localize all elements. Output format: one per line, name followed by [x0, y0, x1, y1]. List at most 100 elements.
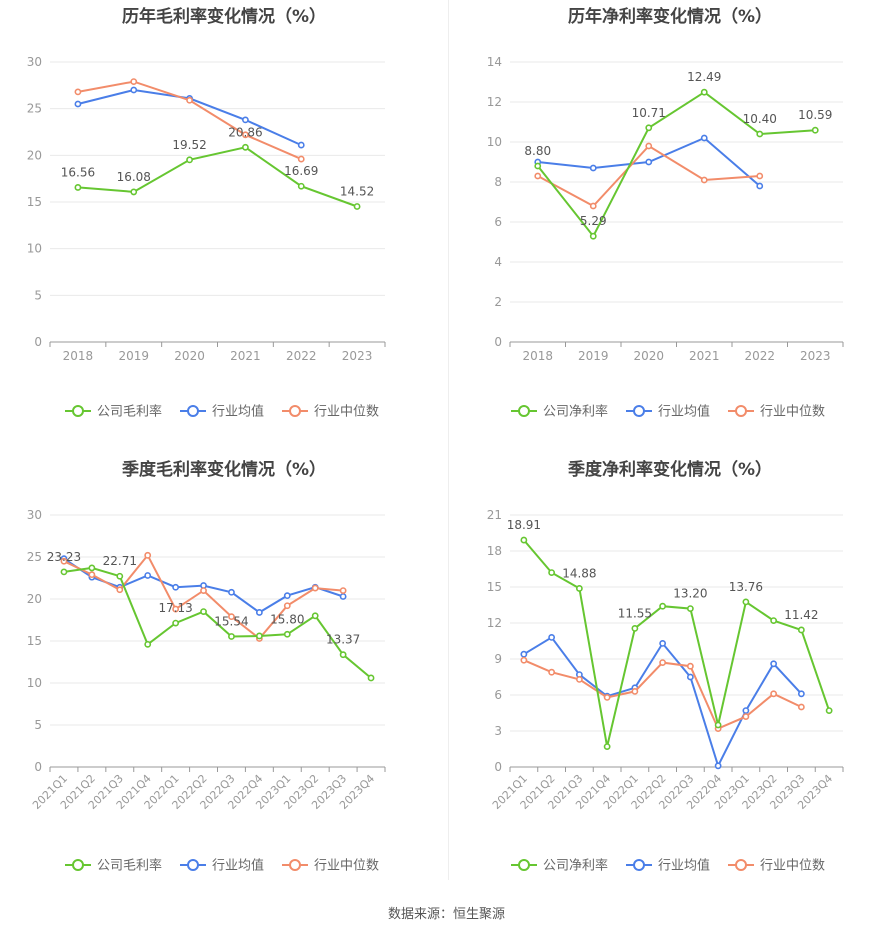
x-tick-label: 2021 [230, 349, 261, 363]
data-label: 16.08 [117, 170, 151, 184]
data-point [186, 156, 193, 164]
legend-label: 行业中位数 [314, 405, 379, 420]
data-label: 5.29 [580, 214, 607, 228]
legend-marker [518, 859, 530, 871]
data-label: 23.23 [47, 550, 81, 564]
data-point [700, 88, 708, 96]
y-tick-label: 12 [487, 95, 502, 109]
data-point [297, 155, 305, 163]
data-point [603, 694, 611, 701]
data-label: 14.52 [340, 184, 374, 198]
legend-item-industry_avg[interactable]: 行业均值 [180, 858, 264, 874]
legend-marker [633, 859, 645, 871]
legend-label: 行业均值 [212, 858, 264, 874]
y-tick-label: 15 [27, 634, 42, 648]
data-point [297, 182, 305, 190]
data-point [659, 602, 667, 610]
data-point [534, 162, 542, 170]
series-company: 18.91 14.88 11.55 13.20 13.76 11.42 [507, 518, 833, 750]
data-point [116, 572, 124, 580]
data-point [756, 172, 764, 180]
legend-item-industry_avg[interactable]: 行业均值 [626, 404, 710, 420]
data-point [130, 188, 138, 196]
data-label: 14.88 [562, 566, 596, 580]
y-tick-label: 6 [494, 688, 502, 702]
legend-item-company[interactable]: 公司净利率 [511, 404, 608, 420]
data-point [534, 172, 542, 180]
legend-label: 公司净利率 [543, 404, 608, 420]
x-tick-label: 2020 [174, 349, 205, 363]
data-point [770, 617, 778, 624]
data-point [631, 625, 639, 632]
legend-item-company[interactable]: 公司净利率 [511, 858, 608, 874]
data-point [283, 602, 291, 610]
data-point [283, 592, 291, 600]
data-point [686, 605, 694, 612]
legend-item-industry_avg[interactable]: 行业均值 [180, 404, 264, 420]
data-point [172, 583, 180, 591]
legend-item-industry_avg[interactable]: 行业均值 [626, 858, 710, 874]
data-point [311, 584, 319, 592]
data-label: 10.59 [798, 108, 832, 122]
series-industry_median [74, 78, 305, 163]
legend-marker [187, 405, 199, 417]
y-tick-label: 10 [27, 242, 42, 256]
y-tick-label: 0 [494, 760, 502, 774]
chart-quarterly-gross: 季度毛利率变化情况（%）0510152025302021Q12021Q22021… [27, 459, 386, 874]
legend-marker [735, 859, 747, 871]
legend-item-industry_median[interactable]: 行业中位数 [728, 859, 825, 874]
data-point [144, 551, 152, 559]
data-point [548, 668, 556, 676]
data-point [520, 536, 528, 544]
data-point [88, 564, 96, 572]
legend-label: 公司毛利率 [97, 404, 162, 420]
series-company: 8.80 5.29 10.71 12.49 10.40 10.59 [524, 70, 832, 240]
data-point [353, 203, 361, 210]
data-point [742, 713, 750, 720]
legend-item-company[interactable]: 公司毛利率 [65, 404, 162, 420]
data-point [811, 126, 819, 134]
data-point [339, 587, 347, 594]
data-label: 11.55 [618, 606, 652, 620]
y-tick-label: 15 [27, 195, 42, 209]
legend-label: 行业中位数 [760, 405, 825, 420]
y-tick-label: 14 [487, 55, 502, 69]
y-tick-label: 0 [34, 335, 42, 349]
chart-annual-gross: 历年毛利率变化情况（%） 0 5 10 15 20 25 30 2018 2019 2020 2021… [27, 6, 386, 420]
data-point [144, 640, 152, 648]
y-tick-label: 2 [494, 295, 502, 309]
y-tick-label: 10 [487, 135, 502, 149]
series-line [63, 566, 372, 679]
data-point [742, 598, 750, 606]
data-point [797, 626, 805, 634]
data-point [645, 124, 653, 132]
data-point [714, 762, 722, 770]
data-point [520, 650, 528, 658]
data-point [130, 86, 138, 94]
data-point [200, 608, 207, 615]
data-point [172, 619, 180, 627]
legend: 公司净利率 行业均值 行业中位数 [511, 858, 825, 874]
data-point [88, 571, 96, 579]
legend-label: 行业均值 [658, 858, 710, 874]
y-tick-label: 25 [27, 550, 42, 564]
legend-item-industry_median[interactable]: 行业中位数 [728, 405, 825, 420]
legend-item-industry_median[interactable]: 行业中位数 [282, 405, 379, 420]
x-tick-label: 2022 [286, 349, 317, 363]
legend-item-company[interactable]: 公司毛利率 [65, 858, 162, 874]
y-tick-label: 15 [487, 580, 502, 594]
legend-item-industry_median[interactable]: 行业中位数 [282, 859, 379, 874]
data-point [714, 721, 722, 729]
data-point [686, 673, 694, 681]
legend: 公司净利率 行业均值 行业中位数 [511, 404, 825, 420]
data-point [756, 130, 764, 138]
data-point [60, 568, 68, 576]
data-point [242, 131, 249, 139]
data-label: 18.91 [507, 518, 541, 532]
x-tick-label: 2022 [744, 349, 775, 363]
data-point [645, 158, 653, 166]
data-point [700, 176, 708, 184]
data-point [60, 557, 68, 565]
y-tick-label: 12 [487, 616, 502, 630]
series-industry_avg [520, 634, 805, 770]
